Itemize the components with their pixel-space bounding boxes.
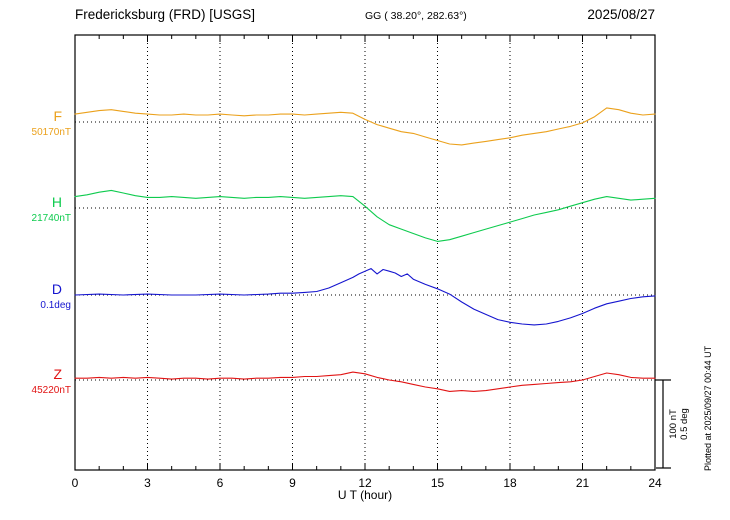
scale-bar-deg-label: 0.5 deg bbox=[679, 408, 690, 440]
x-tick-label-6: 6 bbox=[217, 476, 224, 490]
x-axis-label: U T (hour) bbox=[337, 488, 393, 502]
series-baseline-Z: 45220nT bbox=[31, 385, 71, 396]
scale-bar-nt-label: 100 nT bbox=[668, 409, 679, 439]
series-baseline-H: 21740nT bbox=[31, 213, 71, 224]
station-title: Fredericksburg (FRD) [USGS] bbox=[75, 7, 256, 22]
trace-D bbox=[74, 268, 656, 326]
plot-frame bbox=[74, 34, 656, 471]
x-tick-label-24: 24 bbox=[648, 476, 662, 490]
trace-F bbox=[74, 107, 656, 146]
series-baseline-F: 50170nT bbox=[31, 127, 71, 138]
x-tick-label-3: 3 bbox=[144, 476, 151, 490]
x-tick-label-0: 0 bbox=[72, 476, 79, 490]
x-tick-label-9: 9 bbox=[289, 476, 296, 490]
x-tick-label-21: 21 bbox=[576, 476, 590, 490]
series-label-Z: Z bbox=[53, 366, 62, 382]
x-tick-label-12: 12 bbox=[358, 476, 372, 490]
trace-H bbox=[74, 189, 656, 242]
x-tick-label-15: 15 bbox=[431, 476, 445, 490]
series-label-H: H bbox=[51, 194, 62, 210]
series-baseline-D: 0.1deg bbox=[40, 300, 71, 311]
trace-Z bbox=[74, 371, 656, 392]
scale-bar-labels: 100 nT 0.5 deg bbox=[668, 380, 690, 468]
observation-date: 2025/08/27 bbox=[587, 7, 655, 22]
series-label-D: D bbox=[51, 281, 62, 297]
x-tick-label-18: 18 bbox=[503, 476, 517, 490]
plotted-timestamp: Plotted at 2025/09/27 00:44 UT bbox=[703, 345, 713, 471]
geographic-coordinates: GG ( 38.20°, 282.63°) bbox=[365, 10, 467, 22]
series-label-F: F bbox=[53, 108, 62, 124]
